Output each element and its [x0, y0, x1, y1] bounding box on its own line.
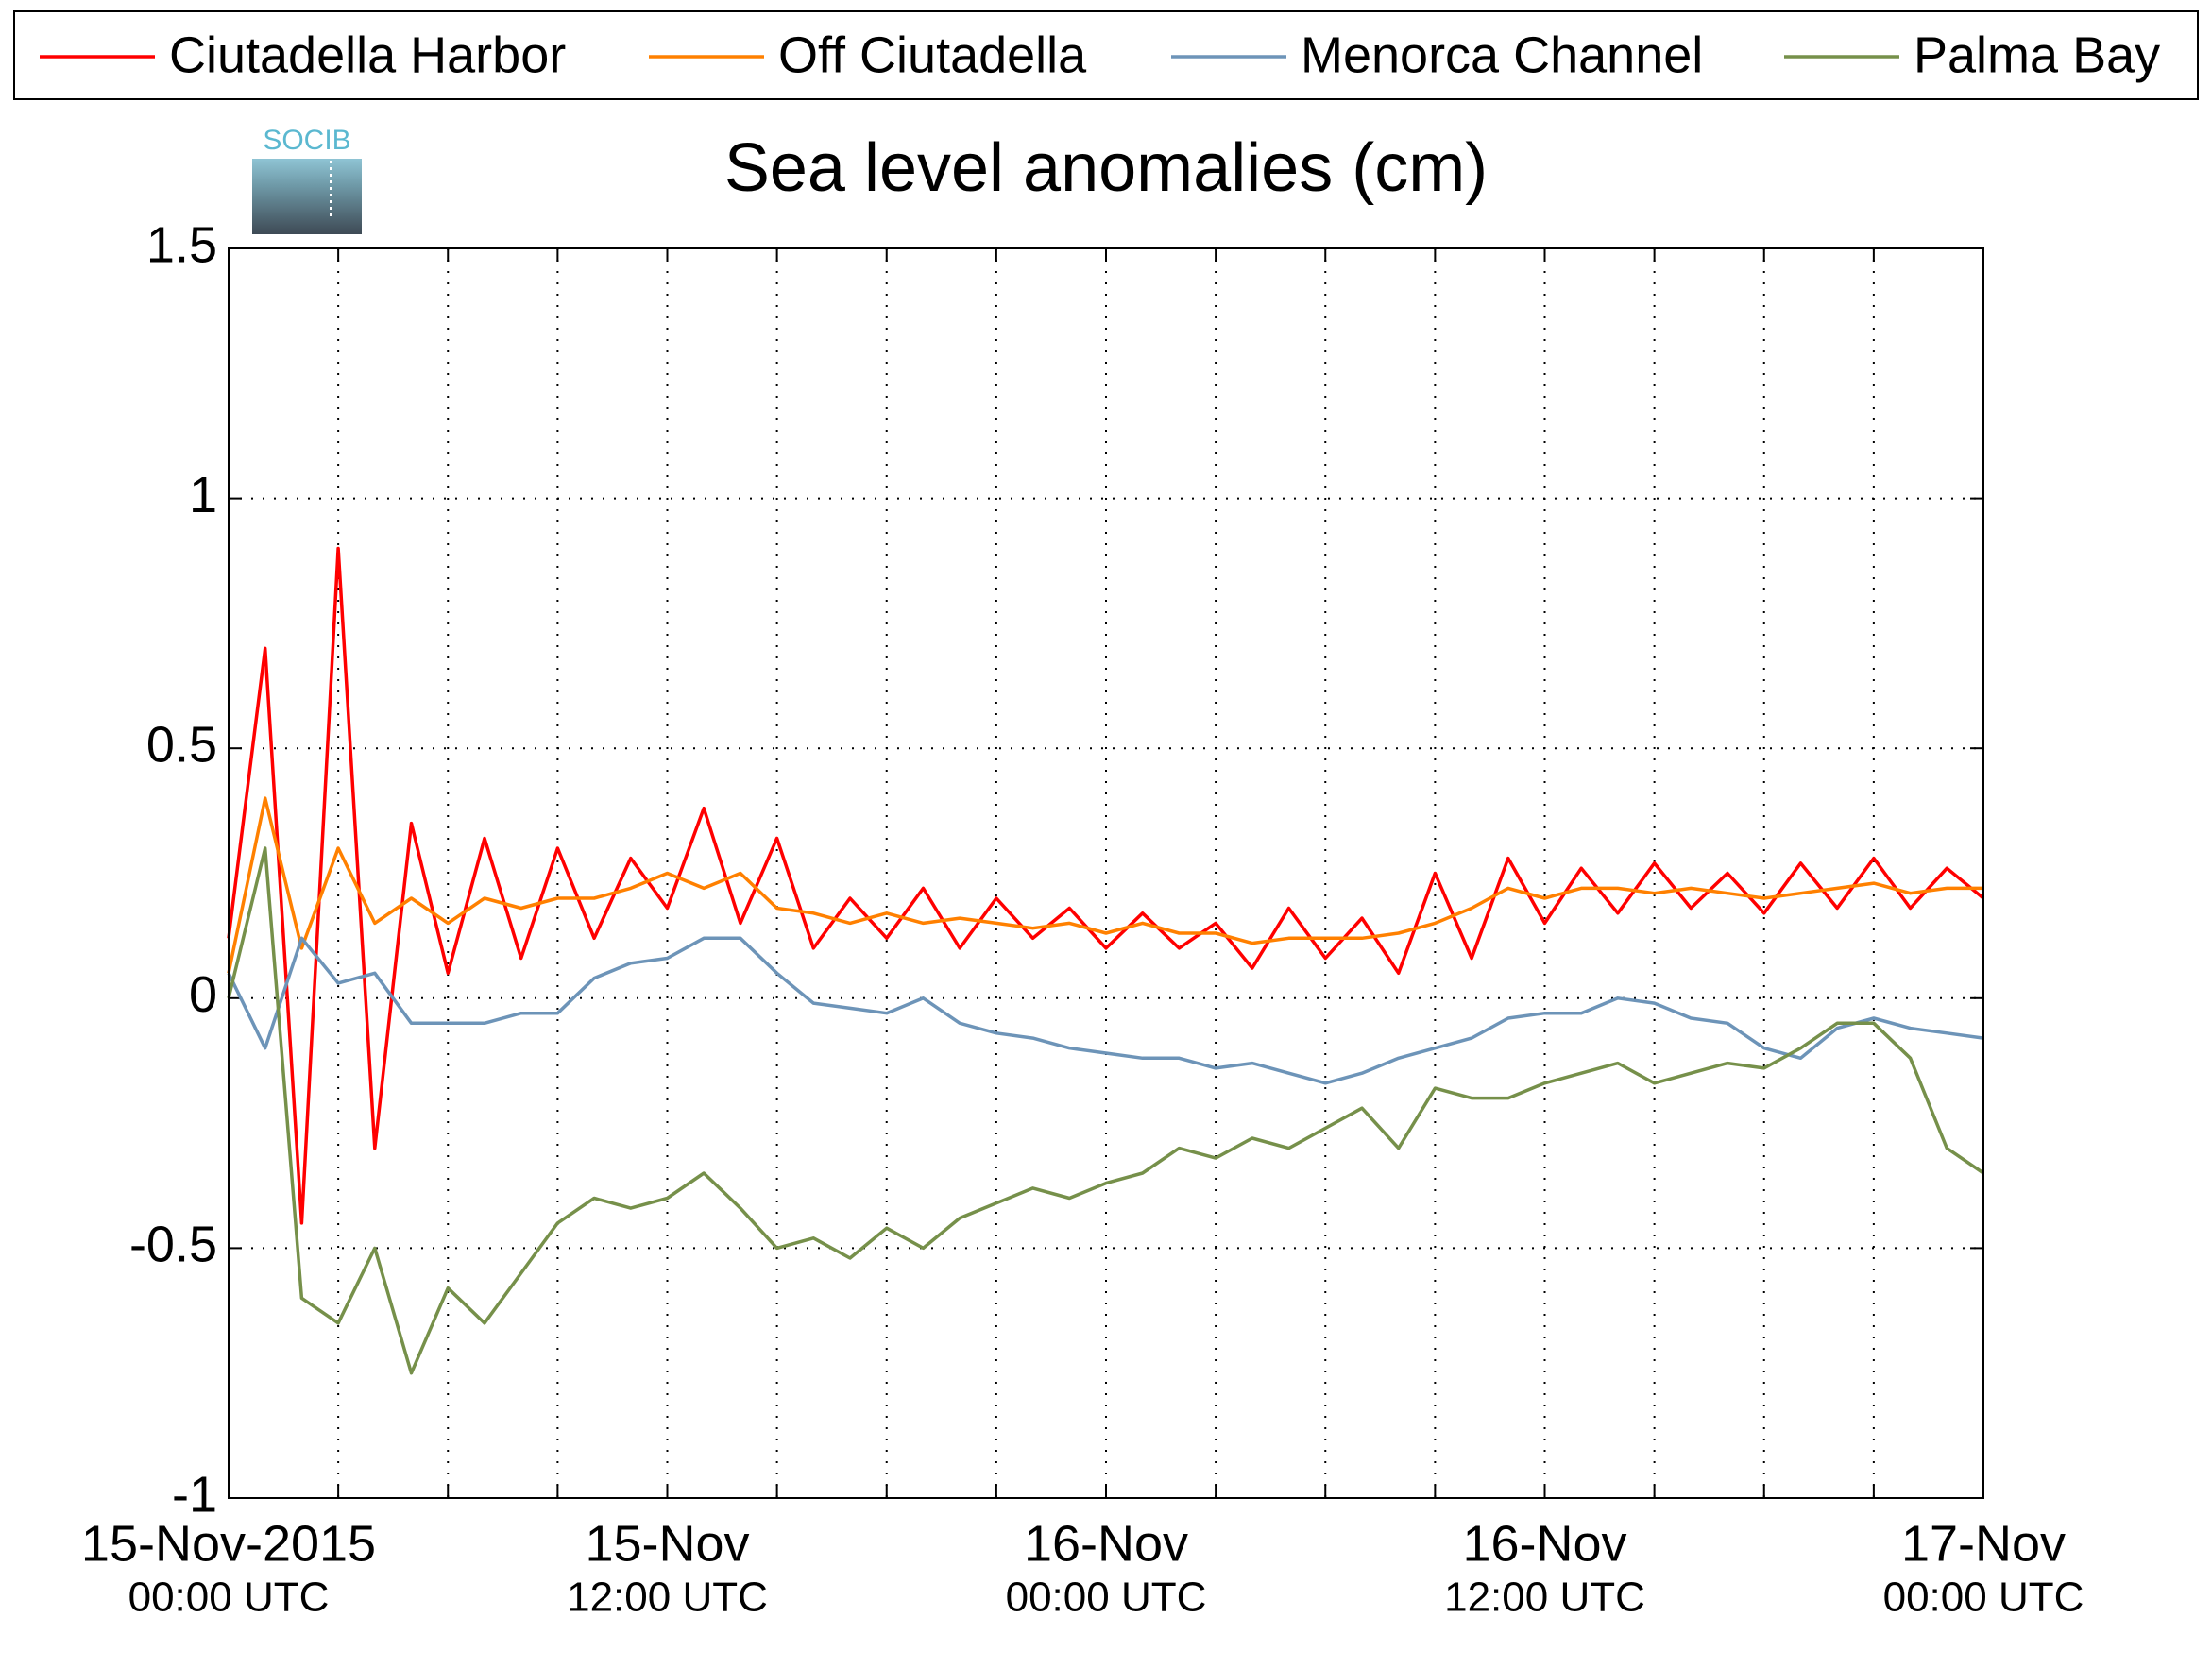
x-tick-label: 16-Nov: [1024, 1515, 1188, 1572]
series-line: [227, 936, 1984, 1085]
x-tick-label: 15-Nov: [585, 1515, 749, 1572]
logo-image: [252, 159, 362, 234]
y-tick-label: 0.5: [146, 716, 217, 773]
plot-frame: [228, 247, 1984, 1499]
y-tick-label: -0.5: [129, 1217, 217, 1273]
x-tick-sublabel: 00:00 UTC: [1006, 1575, 1207, 1621]
legend-label: Menorca Channel: [1301, 26, 1703, 83]
x-tick-label: 15-Nov-2015: [81, 1515, 376, 1572]
x-tick-sublabel: 00:00 UTC: [1883, 1575, 2084, 1621]
y-tick-label: -1: [172, 1466, 217, 1523]
legend-label: Off Ciutadella: [778, 26, 1087, 83]
y-tick-label: 1.5: [146, 216, 217, 273]
x-tick-sublabel: 00:00 UTC: [128, 1575, 330, 1621]
y-tick-label: 0: [189, 966, 217, 1023]
series-line: [227, 846, 1984, 1375]
series-line: [227, 796, 1983, 974]
x-tick-sublabel: 12:00 UTC: [567, 1575, 768, 1621]
x-tick-sublabel: 12:00 UTC: [1444, 1575, 1645, 1621]
x-tick-label: 16-Nov: [1462, 1515, 1626, 1572]
legend-label: Palma Bay: [1914, 26, 2160, 83]
legend-label: Ciutadella Harbor: [169, 26, 566, 83]
chart-title: Sea level anomalies (cm): [724, 130, 1488, 206]
series-line: [227, 546, 1985, 1225]
x-tick-label: 17-Nov: [1901, 1515, 2066, 1572]
y-tick-label: 1: [189, 467, 217, 523]
logo-text: SOCIB: [263, 125, 350, 156]
